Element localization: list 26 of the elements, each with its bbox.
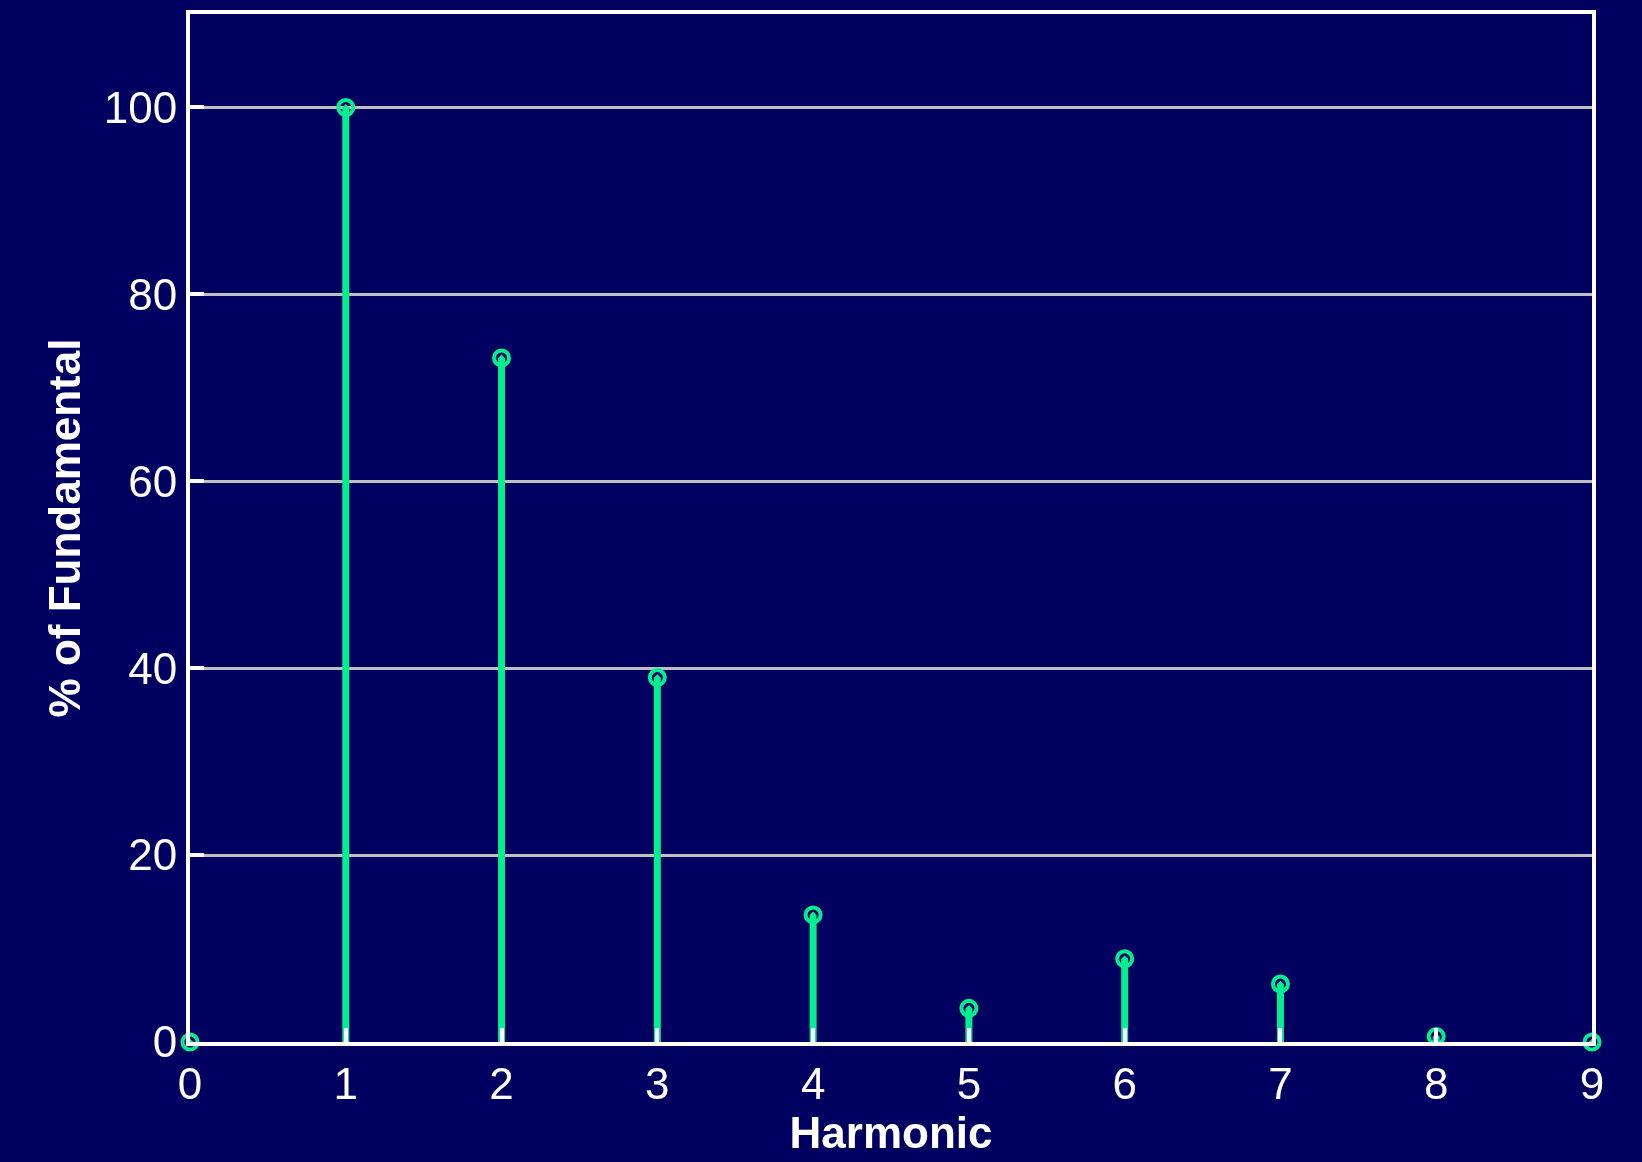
point — [959, 998, 979, 1018]
x-tick-label: 3 — [645, 1058, 670, 1108]
x-tick-label: 7 — [1268, 1058, 1293, 1108]
x-tick-label: 8 — [1423, 1058, 1449, 1108]
y-tick-label: 20 — [128, 830, 178, 880]
x-tick-label: 9 — [1579, 1058, 1605, 1108]
x-axis-title: Harmonic — [789, 1107, 993, 1157]
point — [336, 97, 356, 117]
point — [180, 1032, 200, 1052]
point — [803, 905, 823, 925]
point — [492, 348, 512, 368]
y-tick-label: 60 — [128, 456, 178, 506]
point — [647, 668, 667, 688]
y-tick-label: 100 — [103, 82, 178, 132]
x-tick-label: 6 — [1112, 1058, 1137, 1108]
point — [1582, 1032, 1602, 1052]
x-tick-label: 1 — [333, 1058, 359, 1108]
x-tick-label: 2 — [489, 1058, 514, 1108]
point — [1115, 949, 1135, 969]
y-tick-label: 0 — [152, 1017, 178, 1067]
y-tick-label: 80 — [128, 269, 178, 319]
x-tick-label: 4 — [800, 1058, 826, 1108]
x-tick-label: 5 — [956, 1058, 982, 1108]
y-axis-title: % of Fundamental — [40, 338, 90, 718]
point — [1270, 974, 1290, 994]
y-tick-label: 40 — [128, 643, 178, 693]
